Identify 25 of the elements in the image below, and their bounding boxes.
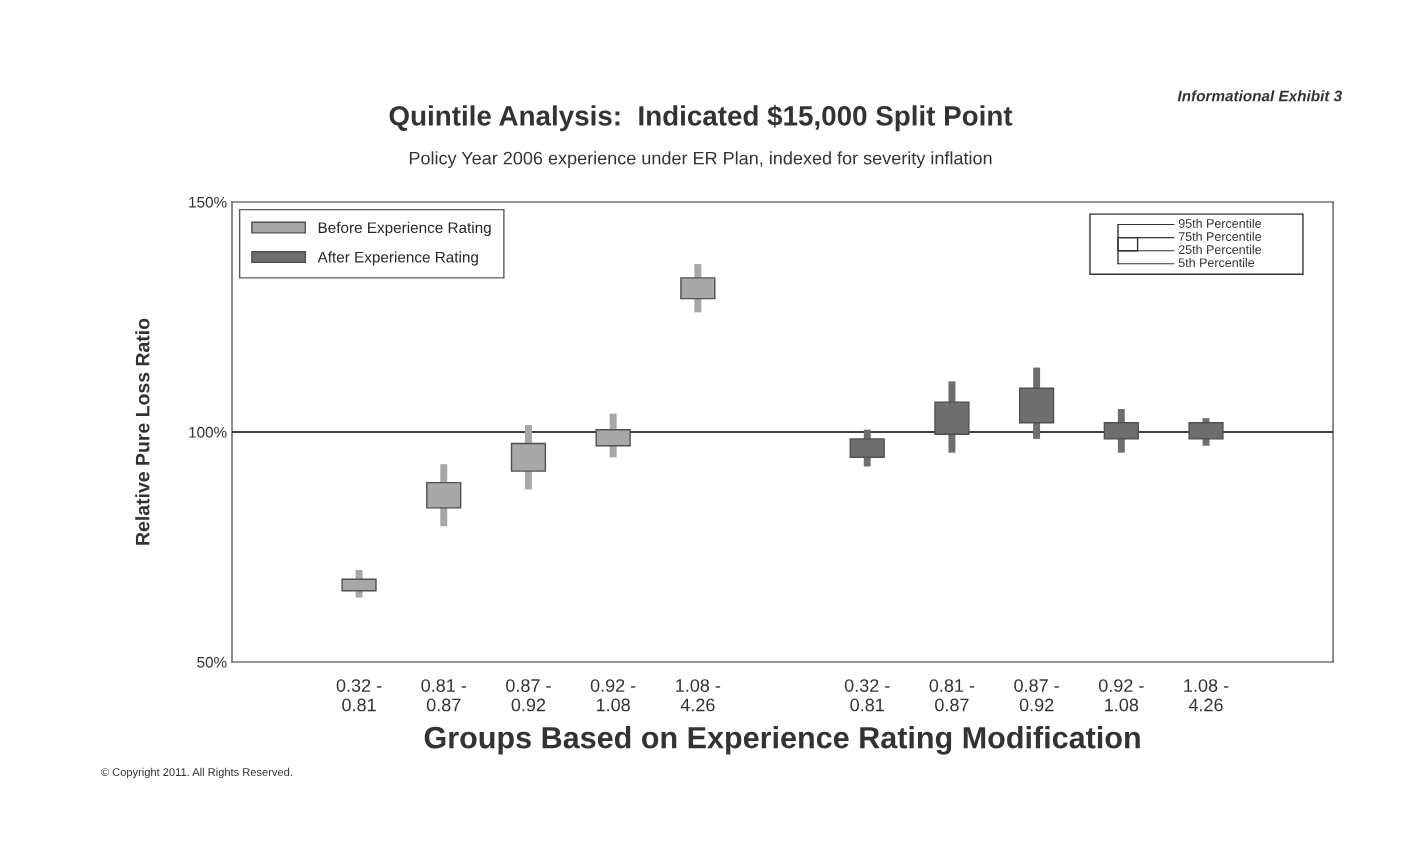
x-tick-label: 0.32 - 0.81 (844, 679, 890, 712)
x-tick-label: 0.81 - 0.87 (421, 679, 467, 712)
x-tick-label: 1.08 - 4.26 (1184, 679, 1229, 712)
chart-title: Quintile Analysis: Indicated $15,000 Split Point (389, 104, 1013, 132)
x-axis-title: Groups Based on Experience Rating Modification (424, 726, 1140, 755)
y-tick-label: 50% (197, 656, 227, 668)
annotation: 5th Percentile (1178, 257, 1255, 268)
x-tick-label: 0.87 - 0.92 (1014, 679, 1059, 712)
x-tick-label: 0.87 - 0.92 (506, 679, 551, 712)
y-tick-label: 100% (189, 426, 227, 438)
legend-label: After Experience Rating (317, 251, 478, 266)
annotation: 95th Percentile (1178, 218, 1262, 228)
x-tick-label: 0.92 - 1.08 (590, 679, 636, 712)
y-axis-title: Relative Pure Loss Ratio (135, 318, 150, 545)
x-tick-label: 0.32 - 0.81 (336, 679, 382, 712)
text: Informational Exhibit 3 (1177, 90, 1342, 102)
y-tick-label: 150% (189, 196, 227, 208)
legend-label: Before Experience Rating (318, 221, 491, 237)
annotation: 25th Percentile (1178, 244, 1262, 255)
x-tick-label: 0.92 - 1.08 (1098, 679, 1144, 712)
text: © Copyright 2011. All Rights Reserved. (101, 767, 292, 779)
x-tick-label: 1.08 - 4.26 (676, 679, 721, 712)
chart-subtitle: Policy Year 2006 experience under ER Plan, indexed for severity inflation (409, 151, 992, 169)
annotation: 75th Percentile (1178, 231, 1262, 241)
x-tick-label: 0.81 - 0.87 (929, 679, 975, 712)
